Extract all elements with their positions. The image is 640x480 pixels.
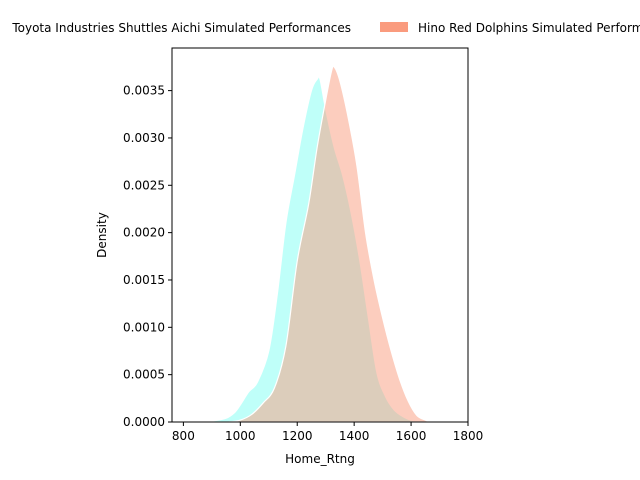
legend-swatch-series-2 bbox=[380, 22, 408, 32]
density-area-series-2 bbox=[228, 65, 432, 423]
legend: Toyota Industries Shuttles Aichi Simulat… bbox=[11, 21, 640, 35]
x-tick-label: 1800 bbox=[453, 429, 484, 443]
x-tick-label: 800 bbox=[172, 429, 195, 443]
y-axis-ticks: 0.0000 0.0005 0.0010 0.0015 0.0020 0.0025 0.00… bbox=[123, 84, 172, 429]
x-tick-label: 1400 bbox=[339, 429, 370, 443]
x-axis-ticks: 800 1000 1200 1400 1600 1800 bbox=[172, 422, 483, 443]
x-tick-label: 1600 bbox=[396, 429, 427, 443]
x-tick-label: 1000 bbox=[225, 429, 256, 443]
y-axis-label: Density bbox=[95, 212, 109, 258]
y-tick-label: 0.0020 bbox=[123, 226, 165, 240]
y-tick-label: 0.0000 bbox=[123, 415, 165, 429]
y-tick-label: 0.0025 bbox=[123, 178, 165, 192]
axes-frame bbox=[171, 47, 469, 423]
legend-label-series-1: Toyota Industries Shuttles Aichi Simulat… bbox=[11, 21, 351, 35]
density-areas bbox=[203, 65, 434, 423]
x-axis-label: Home_Rtng bbox=[285, 452, 355, 466]
y-tick-label: 0.0005 bbox=[123, 368, 165, 382]
x-tick-label: 1200 bbox=[282, 429, 313, 443]
y-tick-label: 0.0030 bbox=[123, 131, 165, 145]
y-tick-label: 0.0010 bbox=[123, 320, 165, 334]
y-tick-label: 0.0015 bbox=[123, 273, 165, 287]
legend-label-series-2: Hino Red Dolphins Simulated Performances bbox=[418, 21, 640, 35]
y-tick-label: 0.0035 bbox=[123, 84, 165, 98]
